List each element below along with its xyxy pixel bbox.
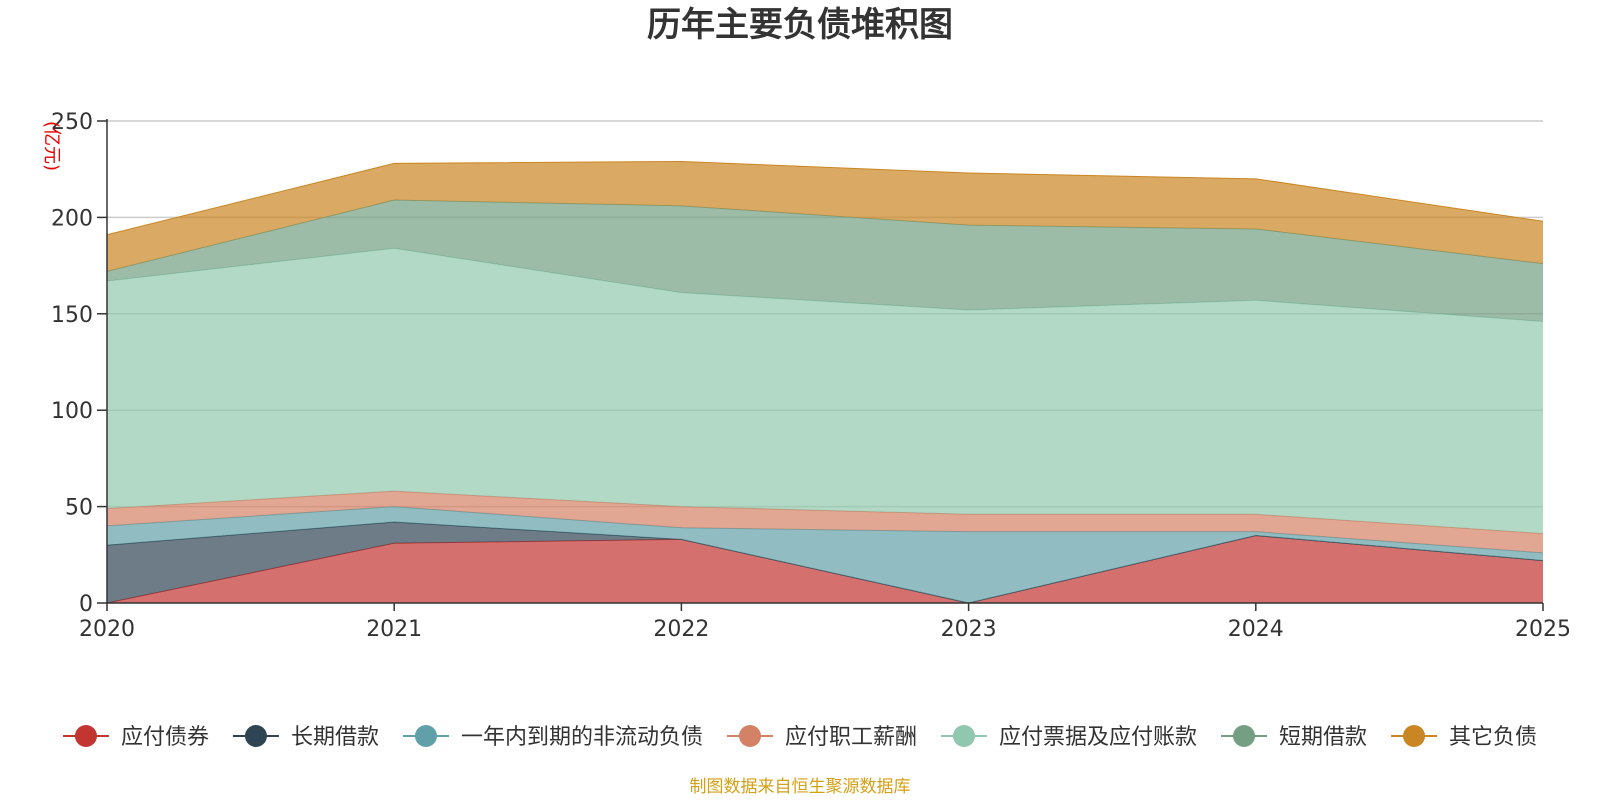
y-tick-label: 0	[79, 592, 93, 617]
y-tick-label: 150	[51, 303, 93, 328]
legend-item[interactable]: 其它负债	[1391, 725, 1537, 750]
legend-label: 一年内到期的非流动负债	[461, 725, 703, 750]
legend-item[interactable]: 一年内到期的非流动负债	[402, 725, 703, 750]
x-tick-label: 2023	[941, 617, 997, 642]
legend-item[interactable]: 应付票据及应付账款	[941, 725, 1197, 750]
y-tick-label: 250	[51, 110, 93, 135]
area-series-5	[107, 248, 1543, 534]
legend-item[interactable]: 应付职工薪酬	[726, 725, 917, 750]
y-axis-unit-label: (亿元)	[41, 121, 62, 171]
y-tick-label: 50	[65, 496, 93, 521]
x-tick-label: 2025	[1515, 617, 1571, 642]
legend-marker-icon	[74, 725, 97, 747]
legend-label: 应付职工薪酬	[785, 725, 917, 750]
area-series	[106, 160, 1544, 604]
legend-label: 应付债券	[121, 725, 209, 750]
legend-marker-icon	[1403, 725, 1426, 747]
legend-marker-icon	[414, 725, 437, 747]
source-note: 制图数据来自恒生聚源数据库	[690, 777, 911, 797]
legend[interactable]: 应付债券 长期借款 一年内到期的非流动负债 应付职工薪酬 应付票据及应付账款 短期借款 其它…	[62, 725, 1537, 750]
legend-label: 应付票据及应付账款	[999, 725, 1197, 750]
area-series-6	[107, 200, 1543, 322]
legend-item[interactable]: 短期借款	[1221, 725, 1367, 750]
x-tick-label: 2020	[79, 617, 135, 642]
legend-label: 其它负债	[1449, 725, 1537, 750]
legend-marker-icon	[738, 725, 761, 747]
area-series-7	[107, 161, 1543, 272]
x-tick-label: 2021	[366, 617, 422, 642]
x-tick-label: 2022	[653, 617, 709, 642]
legend-item[interactable]: 应付债券	[62, 725, 209, 750]
area-series-line-7	[106, 160, 1544, 236]
legend-marker-icon	[1233, 725, 1256, 747]
x-tick-label: 2024	[1228, 617, 1284, 642]
chart-title: 历年主要负债堆积图	[647, 5, 953, 45]
axes: 0 50 100 150 200 250 2020 2021 2022 2023 2024 2025	[51, 110, 1571, 642]
legend-item[interactable]: 长期借款	[232, 725, 379, 750]
area-series-4	[107, 491, 1543, 553]
legend-label: 短期借款	[1279, 725, 1367, 750]
legend-marker-icon	[953, 725, 976, 747]
y-tick-label: 100	[51, 399, 93, 424]
area-series-1	[107, 535, 1543, 603]
legend-marker-icon	[244, 725, 267, 747]
legend-label: 长期借款	[291, 725, 379, 750]
y-tick-label: 200	[51, 206, 93, 231]
area-series-3	[107, 506, 1543, 603]
